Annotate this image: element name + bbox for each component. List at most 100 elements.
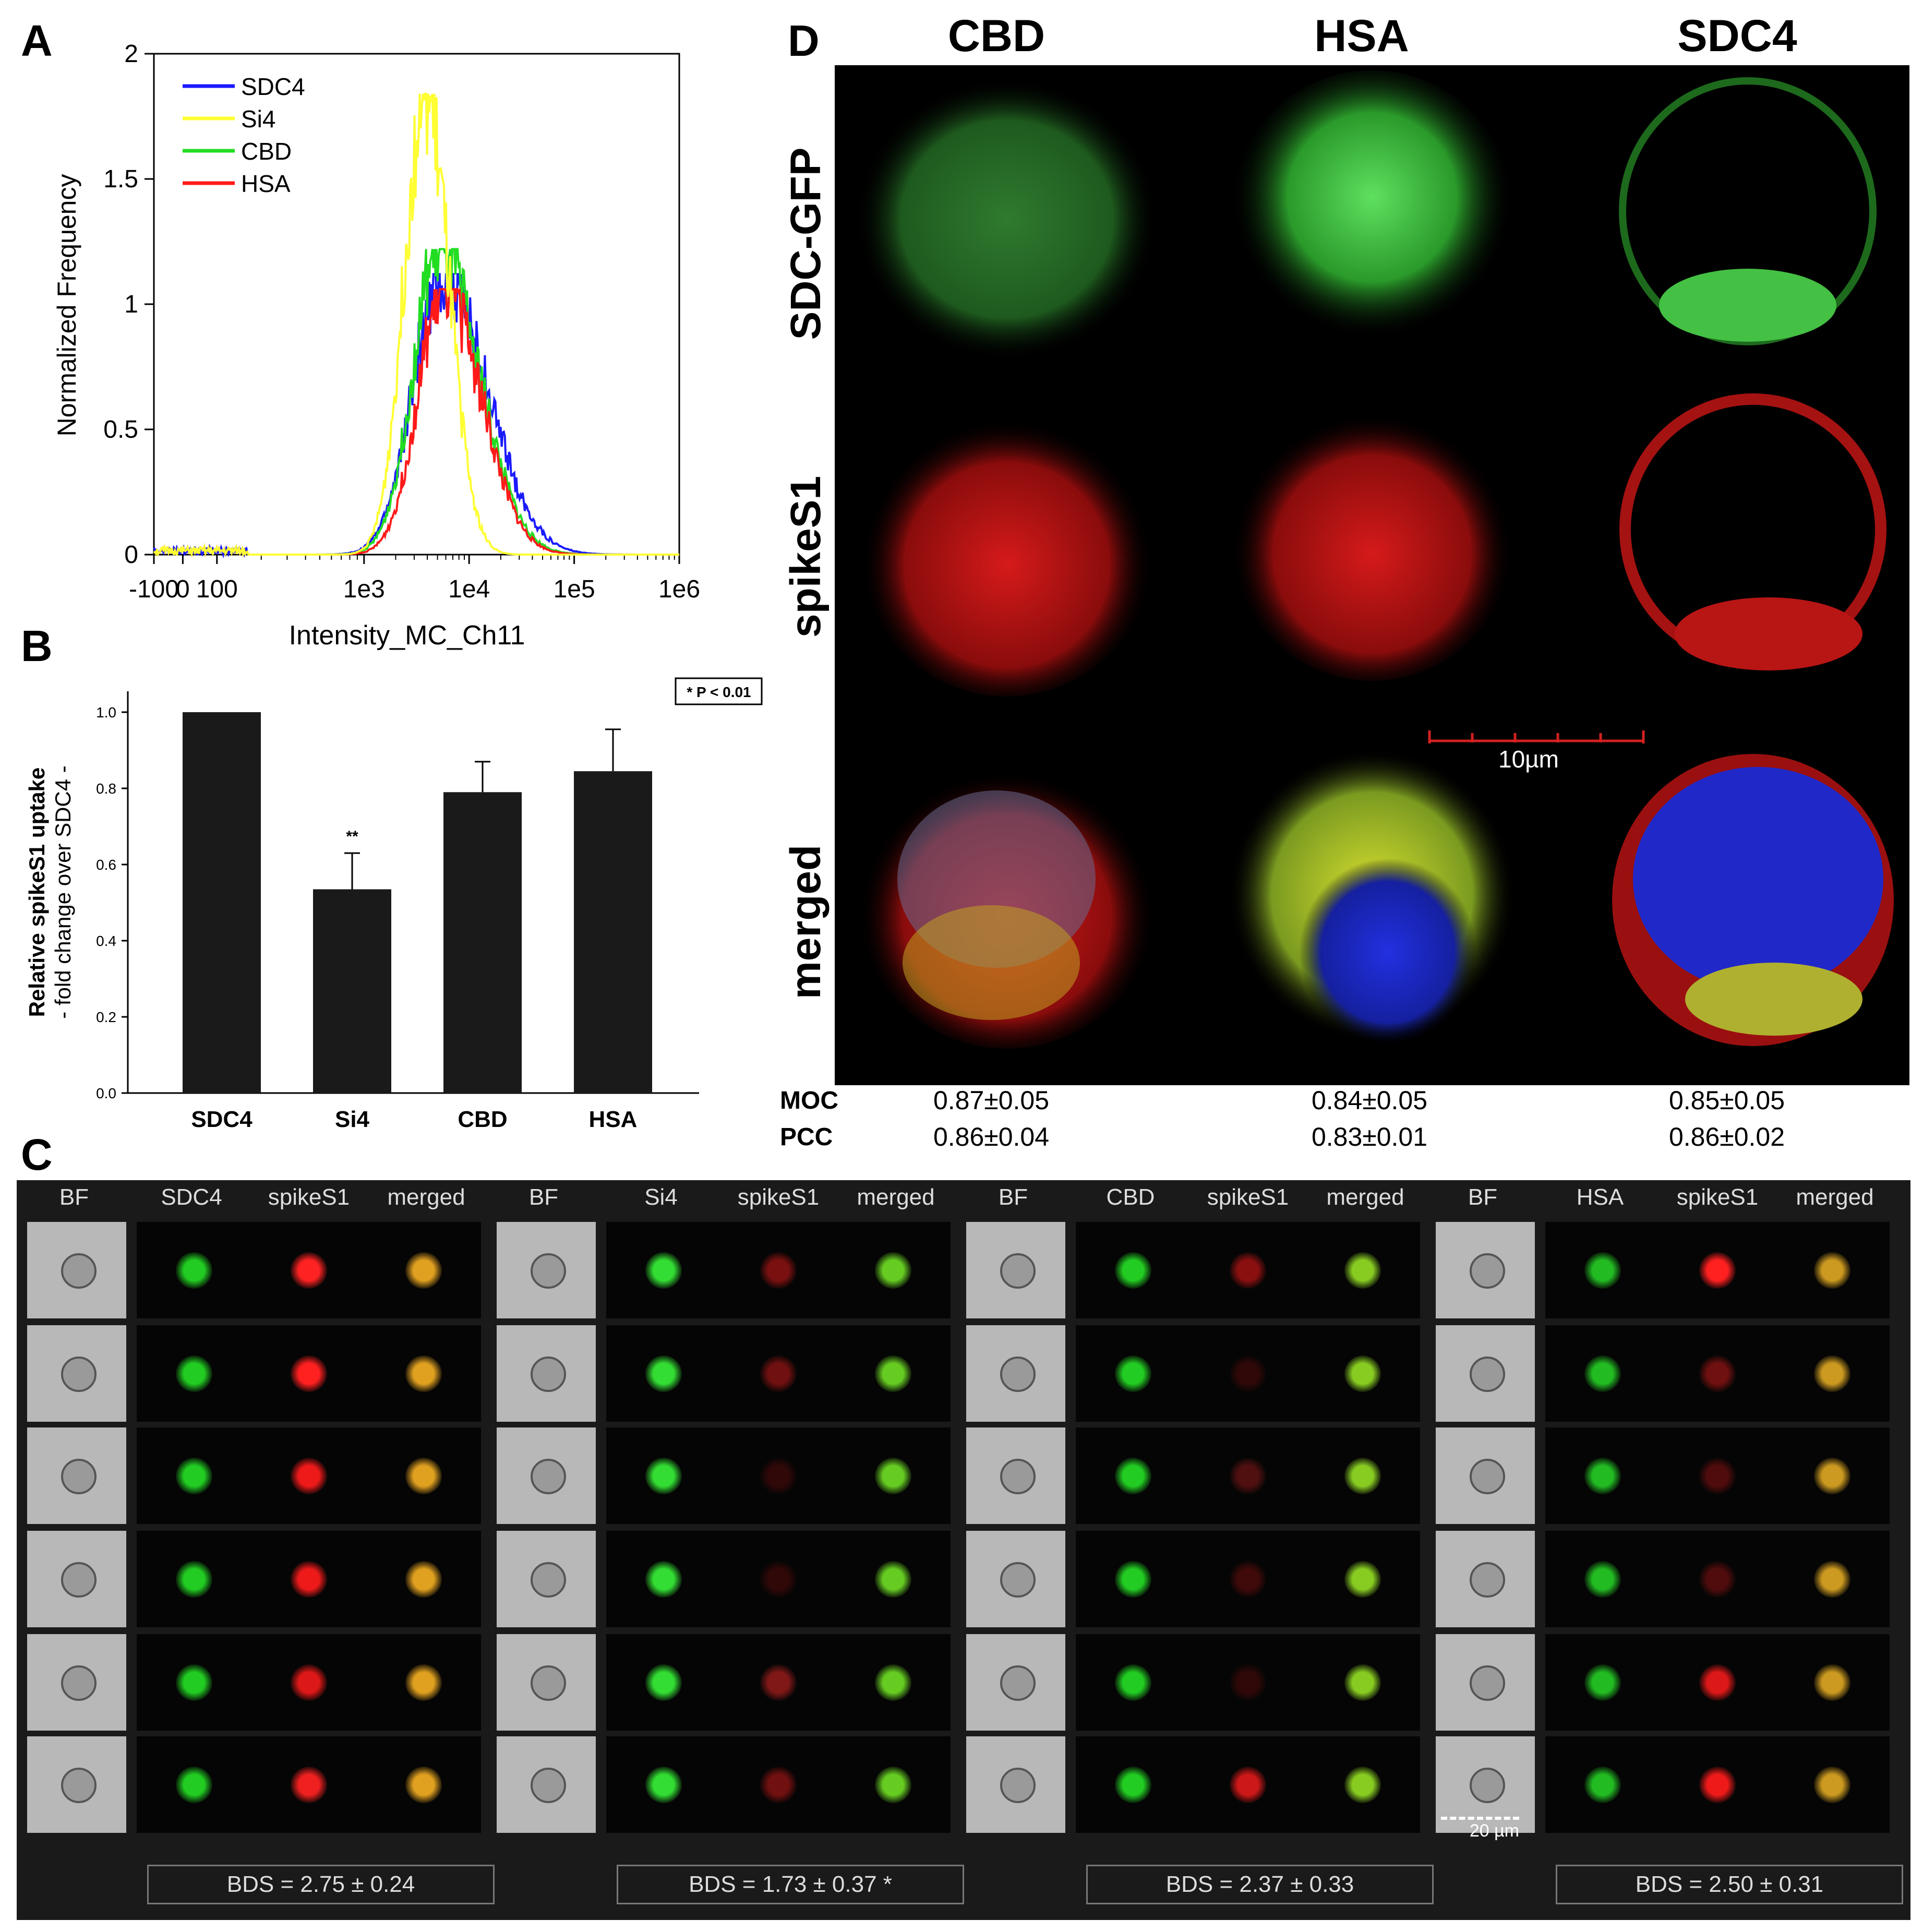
spikes1-channel-cell bbox=[1699, 1252, 1736, 1289]
brightfield-cell-image bbox=[1436, 1325, 1535, 1422]
fluorescence-strip bbox=[137, 1634, 481, 1731]
merged-channel-cell bbox=[1344, 1457, 1381, 1494]
gallery-header-merged: merged bbox=[387, 1184, 465, 1210]
microscopy-image-grid bbox=[835, 65, 1909, 1085]
brightfield-cell-image bbox=[497, 1325, 596, 1422]
row-header-sdc-gfp: SDC-GFP bbox=[782, 147, 830, 340]
gallery-header-spikes1: spikeS1 bbox=[737, 1184, 820, 1210]
fluorescence-strip bbox=[606, 1427, 951, 1524]
gallery-header-bf: BF bbox=[998, 1184, 1028, 1210]
sdc4-sdc-gfp-cell bbox=[1619, 77, 1877, 345]
x-tick-label: 1e6 bbox=[658, 575, 700, 603]
spikes1-channel-cell bbox=[1699, 1664, 1736, 1701]
marker-channel-cell bbox=[645, 1457, 682, 1494]
fluorescence-strip bbox=[1076, 1325, 1420, 1422]
marker-channel-cell bbox=[1584, 1457, 1621, 1494]
marker-channel-cell bbox=[1115, 1355, 1151, 1392]
spikes1-channel-cell bbox=[760, 1252, 797, 1289]
merged-channel-cell bbox=[1814, 1664, 1850, 1701]
merged-channel-cell bbox=[405, 1457, 442, 1494]
spikes1-channel-cell bbox=[291, 1561, 327, 1598]
merged-channel-cell bbox=[875, 1766, 911, 1803]
marker-channel-cell bbox=[176, 1355, 212, 1392]
merged-channel-cell bbox=[875, 1561, 911, 1598]
y-tick-label: 0.4 bbox=[96, 933, 116, 949]
marker-channel-cell bbox=[1584, 1252, 1621, 1289]
brightfield-cell-image bbox=[497, 1736, 596, 1833]
merged-channel-cell bbox=[1814, 1766, 1850, 1803]
spikes1-channel-cell bbox=[1699, 1561, 1736, 1598]
fluorescence-strip bbox=[1076, 1736, 1420, 1833]
marker-channel-cell bbox=[176, 1457, 212, 1494]
histogram-x-axis-label: Intensity_MC_Ch11 bbox=[289, 620, 525, 651]
category-label: SDC4 bbox=[191, 1107, 253, 1132]
row-header-merged: merged bbox=[782, 844, 830, 1000]
moc-cbd: 0.87±0.05 bbox=[933, 1086, 1050, 1115]
marker-channel-cell bbox=[1584, 1664, 1621, 1701]
bar-chart-y-label: Relative spikeS1 uptake bbox=[25, 767, 49, 1017]
marker-channel-cell bbox=[1584, 1766, 1621, 1803]
bar-chart-y-label-2: - fold change over SDC4 - bbox=[51, 765, 75, 1019]
cbd-spikes1-cell bbox=[861, 404, 1153, 697]
x-tick-label: 1e5 bbox=[554, 575, 595, 603]
spikes1-channel-cell bbox=[1230, 1252, 1266, 1289]
brightfield-cell-image bbox=[27, 1736, 126, 1833]
col-header-cbd: CBD bbox=[947, 11, 1045, 61]
brightfield-cell-image bbox=[497, 1222, 596, 1318]
brightfield-cell-image bbox=[497, 1427, 596, 1524]
legend-label: HSA bbox=[241, 170, 291, 197]
histogram-plot-frame bbox=[153, 53, 680, 556]
spikes1-channel-cell bbox=[291, 1766, 327, 1803]
brightfield-cell-image bbox=[966, 1427, 1065, 1524]
moc-label: MOC bbox=[780, 1087, 838, 1114]
fluorescence-strip bbox=[1076, 1427, 1420, 1524]
brightfield-cell-image bbox=[1436, 1427, 1535, 1524]
merged-channel-cell bbox=[1814, 1355, 1850, 1392]
y-tick-label: 0.6 bbox=[96, 857, 116, 873]
row-header-spikes1: spikeS1 bbox=[782, 476, 830, 638]
spikes1-channel-cell bbox=[1699, 1457, 1736, 1494]
marker-channel-cell bbox=[176, 1561, 212, 1598]
gallery-header-merged: merged bbox=[1796, 1184, 1874, 1210]
hsa-merged-cell bbox=[1229, 749, 1516, 1046]
spikes1-channel-cell bbox=[760, 1664, 797, 1701]
marker-channel-cell bbox=[176, 1766, 212, 1803]
fluorescence-strip bbox=[606, 1222, 951, 1318]
cbd-sdc-gfp-cell bbox=[856, 78, 1158, 360]
brightfield-cell-image bbox=[966, 1325, 1065, 1422]
gallery-header-spikes1: spikeS1 bbox=[1207, 1184, 1289, 1210]
spikes1-channel-cell bbox=[1230, 1664, 1266, 1701]
fluorescence-strip bbox=[606, 1634, 951, 1731]
series-line-si4 bbox=[153, 92, 679, 558]
x-tick-label: -100 bbox=[129, 575, 179, 603]
spikes1-channel-cell bbox=[1699, 1766, 1736, 1803]
pcc-label: PCC bbox=[780, 1123, 833, 1151]
x-tick-label: 0 bbox=[176, 575, 190, 603]
legend-label: CBD bbox=[241, 138, 292, 165]
merged-channel-cell bbox=[405, 1252, 442, 1289]
y-tick-label: 2 bbox=[124, 40, 138, 68]
panel-c-imaging-flow-gallery: BF SDC4 spikeS1 merged BDS = 2.75 ± 0.24 BF Si… bbox=[17, 1180, 1910, 1920]
fluorescence-strip bbox=[1545, 1531, 1890, 1627]
c-scale-bar-label: 20 µm bbox=[1441, 1817, 1519, 1841]
marker-channel-cell bbox=[1115, 1664, 1151, 1701]
bar-sdc4 bbox=[183, 712, 261, 1093]
brightfield-cell-image bbox=[966, 1222, 1065, 1318]
sdc4-spikes1-cell bbox=[1619, 393, 1886, 670]
merged-channel-cell bbox=[1344, 1252, 1381, 1289]
fluorescence-strip bbox=[1076, 1634, 1420, 1731]
fluorescence-strip bbox=[137, 1427, 481, 1524]
fluorescence-strip bbox=[1076, 1531, 1420, 1627]
brightfield-cell-image bbox=[966, 1634, 1065, 1731]
moc-hsa: 0.84±0.05 bbox=[1311, 1086, 1428, 1115]
merged-channel-cell bbox=[405, 1561, 442, 1598]
y-tick-label: 1 bbox=[124, 291, 138, 318]
brightfield-cell-image bbox=[27, 1325, 126, 1422]
fluorescence-strip bbox=[1076, 1222, 1420, 1318]
merged-channel-cell bbox=[1814, 1252, 1850, 1289]
fluorescence-strip bbox=[1545, 1222, 1890, 1318]
sdc4-merged-cell bbox=[1612, 754, 1894, 1046]
pcc-cbd: 0.86±0.04 bbox=[933, 1122, 1050, 1151]
panel-label-d: D bbox=[788, 16, 820, 65]
